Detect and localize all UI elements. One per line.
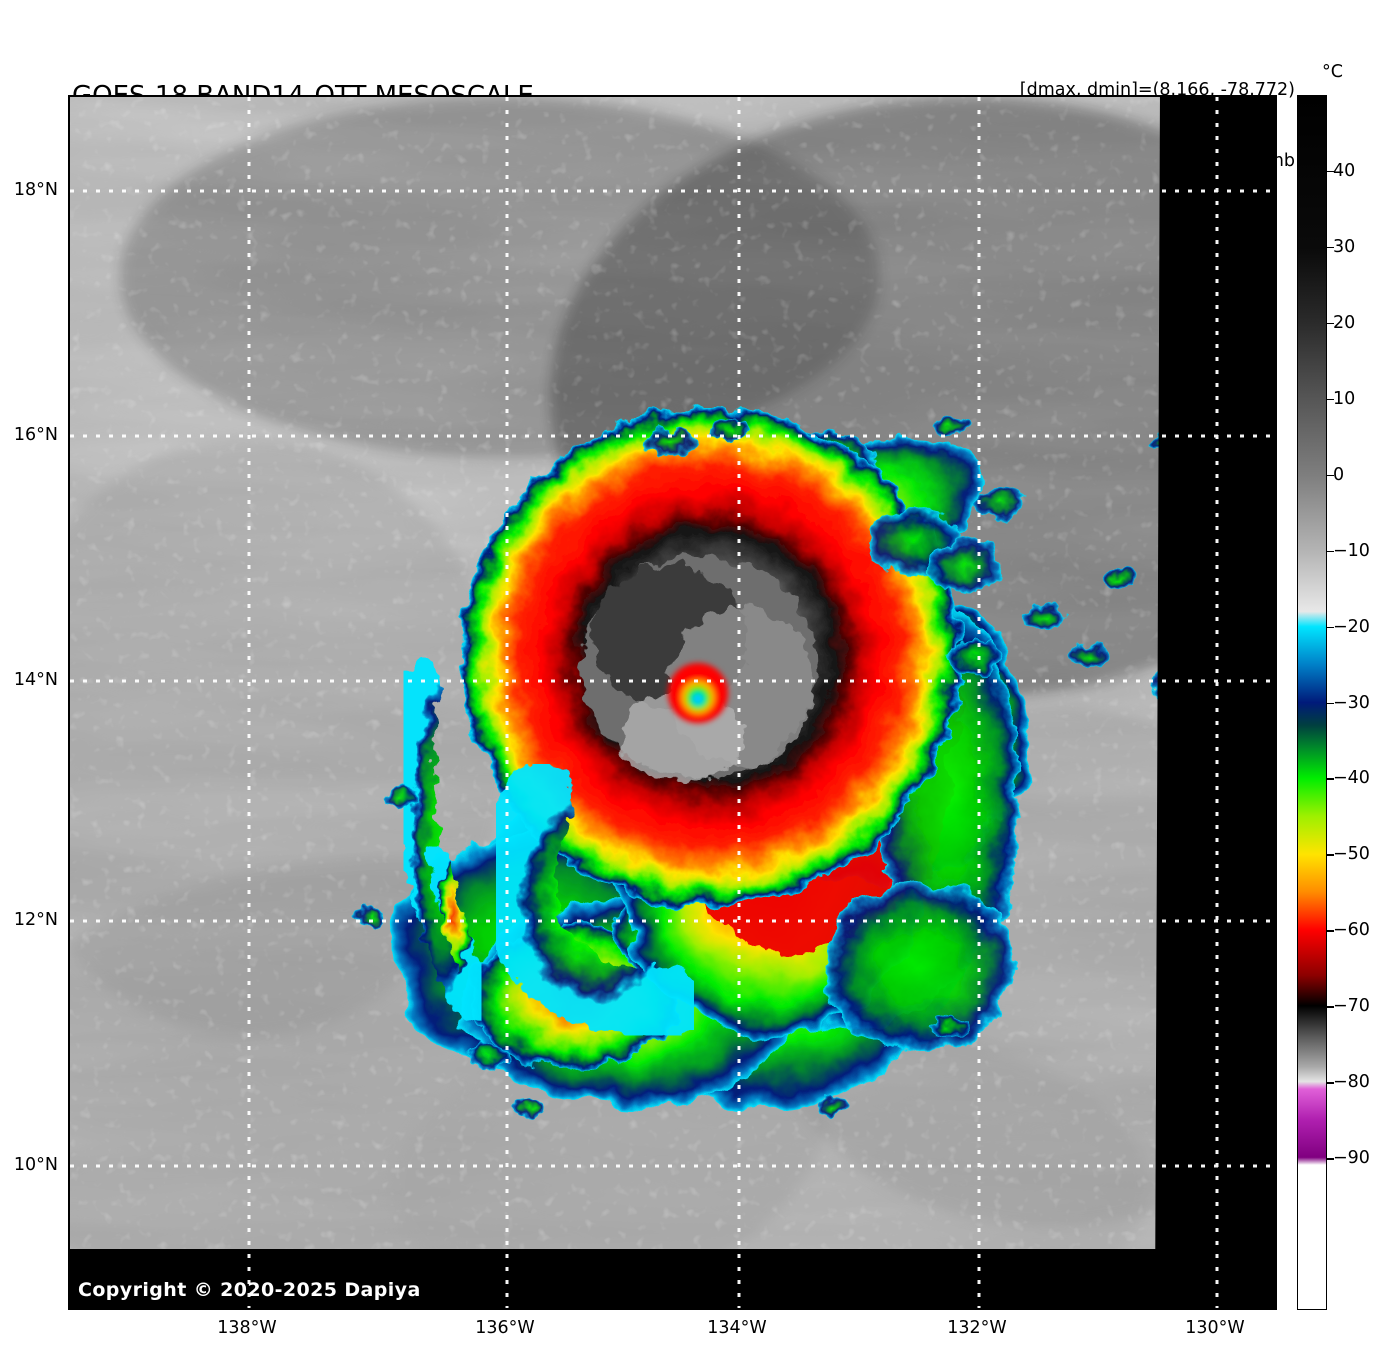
colorbar-tick-label-40: 40 xyxy=(1333,160,1356,181)
lat-label-18n: 18°N xyxy=(13,180,58,200)
colorbar-tick-mark xyxy=(1327,170,1334,173)
colorbar-tick-label-neg50: −50 xyxy=(1333,844,1370,865)
copyright-label: Copyright © 2020-2025 Dapiya xyxy=(78,1279,421,1301)
lat-label-14n: 14°N xyxy=(13,670,58,690)
colorbar-tick-mark xyxy=(1327,550,1334,553)
lon-label-134w: 134°W xyxy=(707,1318,767,1338)
colorbar-tick-label-neg70: −70 xyxy=(1333,996,1370,1017)
lat-label-16n: 16°N xyxy=(13,425,58,445)
colorbar-tick-mark xyxy=(1327,1158,1334,1160)
graticule xyxy=(70,97,1275,1308)
lon-label-132w: 132°W xyxy=(947,1318,1007,1338)
colorbar-tick-mark xyxy=(1327,1006,1334,1008)
lat-label-12n: 12°N xyxy=(13,910,58,930)
colorbar xyxy=(1297,95,1327,1310)
colorbar-gradient xyxy=(1298,96,1326,1309)
colorbar-tick-mark xyxy=(1327,626,1334,629)
colorbar-tick-mark xyxy=(1327,246,1334,249)
colorbar-tick-mark xyxy=(1327,398,1334,401)
colorbar-tick-label-neg30: −30 xyxy=(1333,692,1370,713)
colorbar-unit-label: °C xyxy=(1322,62,1343,82)
colorbar-tick-mark xyxy=(1327,854,1334,856)
colorbar-tick-label-neg80: −80 xyxy=(1333,1072,1370,1093)
colorbar-tick-mark xyxy=(1327,930,1334,932)
colorbar-tick-label-10: 10 xyxy=(1333,388,1356,409)
lon-label-130w: 130°W xyxy=(1185,1318,1245,1338)
colorbar-tick-label-0: 0 xyxy=(1333,464,1345,485)
colorbar-tick-label-20: 20 xyxy=(1333,312,1356,333)
colorbar-tick-mark xyxy=(1327,778,1334,780)
satellite-imagery xyxy=(70,97,1275,1308)
colorbar-tick-mark xyxy=(1327,1082,1334,1084)
colorbar-tick-label-neg90: −90 xyxy=(1333,1148,1370,1169)
lat-label-10n: 10°N xyxy=(13,1155,58,1175)
colorbar-tick-mark xyxy=(1327,702,1334,704)
colorbar-tick-label-neg60: −60 xyxy=(1333,920,1370,941)
colorbar-tick-label-neg20: −20 xyxy=(1333,616,1370,637)
colorbar-tick-label-neg10: −10 xyxy=(1333,540,1370,561)
satellite-image-plot xyxy=(68,95,1277,1310)
colorbar-tick-label-30: 30 xyxy=(1333,236,1356,257)
lon-label-136w: 136°W xyxy=(475,1318,535,1338)
colorbar-tick-mark xyxy=(1327,322,1334,325)
lon-label-138w: 138°W xyxy=(217,1318,277,1338)
colorbar-tick-mark xyxy=(1327,474,1334,477)
colorbar-tick-label-neg40: −40 xyxy=(1333,768,1370,789)
